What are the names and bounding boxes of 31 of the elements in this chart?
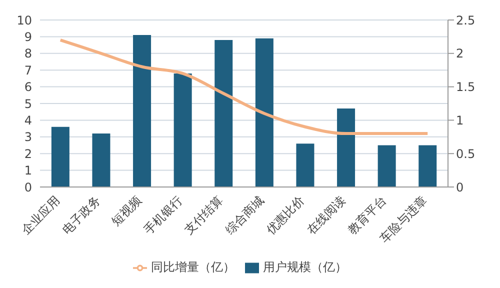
y-tick-label: 3 [24, 130, 32, 144]
bar [337, 108, 356, 187]
x-tick-label: 在线阅读 [304, 193, 348, 238]
y-tick-label: 1 [24, 164, 32, 178]
bar [418, 145, 437, 187]
y2-tick-label: 2 [456, 46, 464, 61]
legend-label: 同比增量（亿） [151, 260, 235, 274]
y-tick-label: 6 [24, 80, 32, 94]
y2-tick-label: 0.5 [456, 146, 476, 161]
bar [174, 73, 192, 187]
y-tick-label: 10 [16, 13, 32, 28]
bar [255, 38, 274, 187]
bar [51, 126, 70, 187]
bar [296, 144, 314, 187]
y-tick-label: 4 [24, 113, 32, 128]
y2-tick-label: 1.5 [456, 80, 476, 94]
y-tick-label: 8 [24, 46, 32, 61]
y2-tick-label: 1 [456, 113, 464, 128]
y-tick-label: 5 [24, 96, 32, 111]
y2-tick-label: 2.5 [456, 13, 476, 28]
y-tick-label: 7 [24, 63, 32, 78]
legend-label: 用户规模（亿） [263, 260, 347, 274]
line-series [58, 38, 430, 136]
bar [133, 35, 152, 187]
y-tick-label: 9 [24, 30, 32, 44]
y2-tick-label: 0 [456, 180, 464, 194]
bar [214, 40, 233, 187]
bar [92, 134, 110, 187]
y-tick-label: 0 [24, 180, 32, 194]
y-tick-label: 2 [24, 146, 32, 161]
bar [378, 145, 396, 187]
